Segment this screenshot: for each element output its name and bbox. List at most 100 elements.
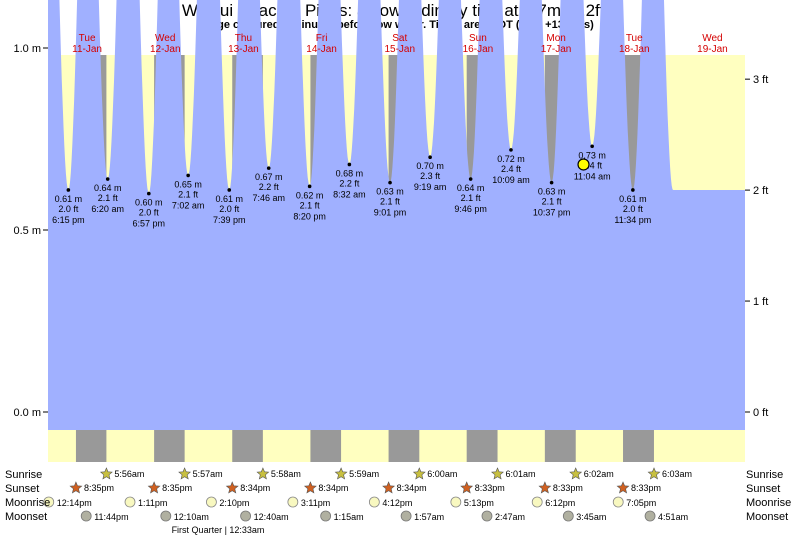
tide-ft-23: 2.4 ft <box>501 164 522 174</box>
tide-m-15: 0.68 m <box>336 168 364 178</box>
moonrise-icon-0 <box>43 496 55 508</box>
tide-m-21: 0.64 m <box>457 183 485 193</box>
tide-ft-27: 2.4 ft <box>582 160 603 170</box>
sun-moon-events: 5:56am 5:57am 5:58am 5:59am 6:00am 6:01am 6:02… <box>43 467 692 522</box>
day-date-6: 17-Jan <box>541 44 572 55</box>
row-label-moonrise-right: Moonrise <box>746 497 791 509</box>
moonrise-icon-3 <box>287 496 299 508</box>
day-name-0: Tue <box>79 33 96 44</box>
moonrise-icon-7 <box>612 496 624 508</box>
tide-time-19: 9:19 am <box>414 182 447 192</box>
ytick-right-6: 0 ft <box>753 407 768 419</box>
row-label-moonrise-left: Moonrise <box>5 497 50 509</box>
sunrise-icon-1 <box>178 467 192 480</box>
moonrise-time-3: 3:11pm <box>301 498 330 508</box>
moonset-time-7: 4:51am <box>658 512 688 522</box>
sunrise-icon-7 <box>647 467 661 480</box>
moonset-icon-6 <box>562 510 574 522</box>
moonrise-icon-2 <box>206 496 217 508</box>
tide-point-3 <box>105 177 110 181</box>
tide-point-17 <box>388 180 392 185</box>
tide-time-13: 8:20 pm <box>293 211 326 221</box>
tide-point-19 <box>428 155 432 159</box>
moonrise-time-4: 4:12pm <box>382 498 412 508</box>
moonrise-icon-4 <box>368 496 380 508</box>
moonrise-time-2: 2:10pm <box>219 498 249 508</box>
moonset-icon-3 <box>320 510 332 522</box>
day-name-8: Wed <box>702 33 722 44</box>
tide-ft-11: 2.2 ft <box>259 182 280 192</box>
day-date-2: 13-Jan <box>228 44 259 55</box>
tide-m-9: 0.61 m <box>215 194 243 204</box>
tide-point-13 <box>307 184 312 189</box>
day-name-2: Thu <box>235 33 252 44</box>
tide-m-23: 0.72 m <box>497 154 525 164</box>
tide-ft-7: 2.1 ft <box>178 189 199 199</box>
day-date-4: 15-Jan <box>384 44 415 55</box>
moonset-icon-4 <box>400 510 412 522</box>
moonset-icon-0 <box>80 510 92 522</box>
day-date-5: 16-Jan <box>463 44 494 55</box>
tide-m-3: 0.64 m <box>94 183 122 193</box>
day-date-0: 11-Jan <box>72 44 102 55</box>
moonset-icon-5 <box>481 510 493 522</box>
tide-area <box>48 0 745 430</box>
tide-time-1: 6:15 pm <box>52 215 85 225</box>
moonset-time-0: 11:44pm <box>94 512 128 522</box>
tide-point-9 <box>227 188 232 192</box>
tide-point-29 <box>631 188 635 192</box>
sunset-time-0: 8:35pm <box>84 483 114 493</box>
current-tide-dot <box>577 158 590 171</box>
tide-time-5: 6:57 pm <box>133 219 166 229</box>
sunrise-icon-0 <box>99 467 113 480</box>
tide-time-29: 11:34 pm <box>614 215 651 225</box>
sunset-icon-6 <box>538 481 552 494</box>
sunset-icon-1 <box>147 481 161 494</box>
sunset-time-2: 8:34pm <box>240 483 270 493</box>
ytick-left-2: 0.5 m <box>13 225 41 237</box>
sunset-time-1: 8:35pm <box>162 483 192 493</box>
sunset-time-6: 8:33pm <box>553 483 583 493</box>
moonrise-time-1: 1:11pm <box>138 498 167 508</box>
sunset-icon-7 <box>616 481 630 494</box>
tide-curve <box>48 0 745 430</box>
tide-time-7: 7:02 am <box>172 200 205 210</box>
tide-point-27 <box>590 144 594 149</box>
day-date-1: 12-Jan <box>150 44 181 55</box>
moonset-time-4: 1:57am <box>414 512 444 522</box>
tide-point-23 <box>509 148 513 152</box>
sunset-time-4: 8:34pm <box>397 483 427 493</box>
sunrise-time-0: 5:56am <box>114 469 144 479</box>
tide-m-1: 0.61 m <box>55 194 83 204</box>
tide-ft-19: 2.3 ft <box>420 171 441 181</box>
sunrise-time-2: 5:58am <box>271 469 301 479</box>
sunrise-time-7: 6:03am <box>662 469 692 479</box>
sunset-icon-5 <box>460 481 474 494</box>
row-label-sunrise-left: Sunrise <box>5 469 42 481</box>
day-date-7: 18-Jan <box>619 44 650 55</box>
moon-phase-note: First Quarter | 12:33am <box>172 525 265 535</box>
sunset-icon-3 <box>303 481 317 494</box>
sunrise-time-3: 5:59am <box>349 469 379 479</box>
tide-point-7 <box>186 173 190 178</box>
moonset-time-5: 2:47am <box>495 512 525 522</box>
tide-m-7: 0.65 m <box>174 179 202 189</box>
moonrise-time-5: 5:13pm <box>464 498 494 508</box>
moonrise-icon-5 <box>450 496 462 508</box>
moonset-time-2: 12:40am <box>254 512 289 522</box>
tide-ft-29: 2.0 ft <box>623 204 644 214</box>
current-tide-marker <box>577 158 590 171</box>
sunset-time-7: 8:33pm <box>631 483 661 493</box>
tide-point-5 <box>147 191 151 196</box>
day-name-1: Wed <box>155 33 175 44</box>
sunrise-icon-6 <box>569 467 583 480</box>
tide-m-27: 0.73 m <box>578 150 606 160</box>
tide-time-27: 11:04 am <box>574 171 611 181</box>
moonrise-time-0: 12:14pm <box>57 498 92 508</box>
tide-m-17: 0.63 m <box>376 187 404 197</box>
day-date-3: 14-Jan <box>306 44 337 55</box>
moonrise-time-6: 6:12pm <box>545 498 575 508</box>
tide-time-23: 10:09 am <box>492 175 530 185</box>
sunset-time-5: 8:33pm <box>475 483 505 493</box>
